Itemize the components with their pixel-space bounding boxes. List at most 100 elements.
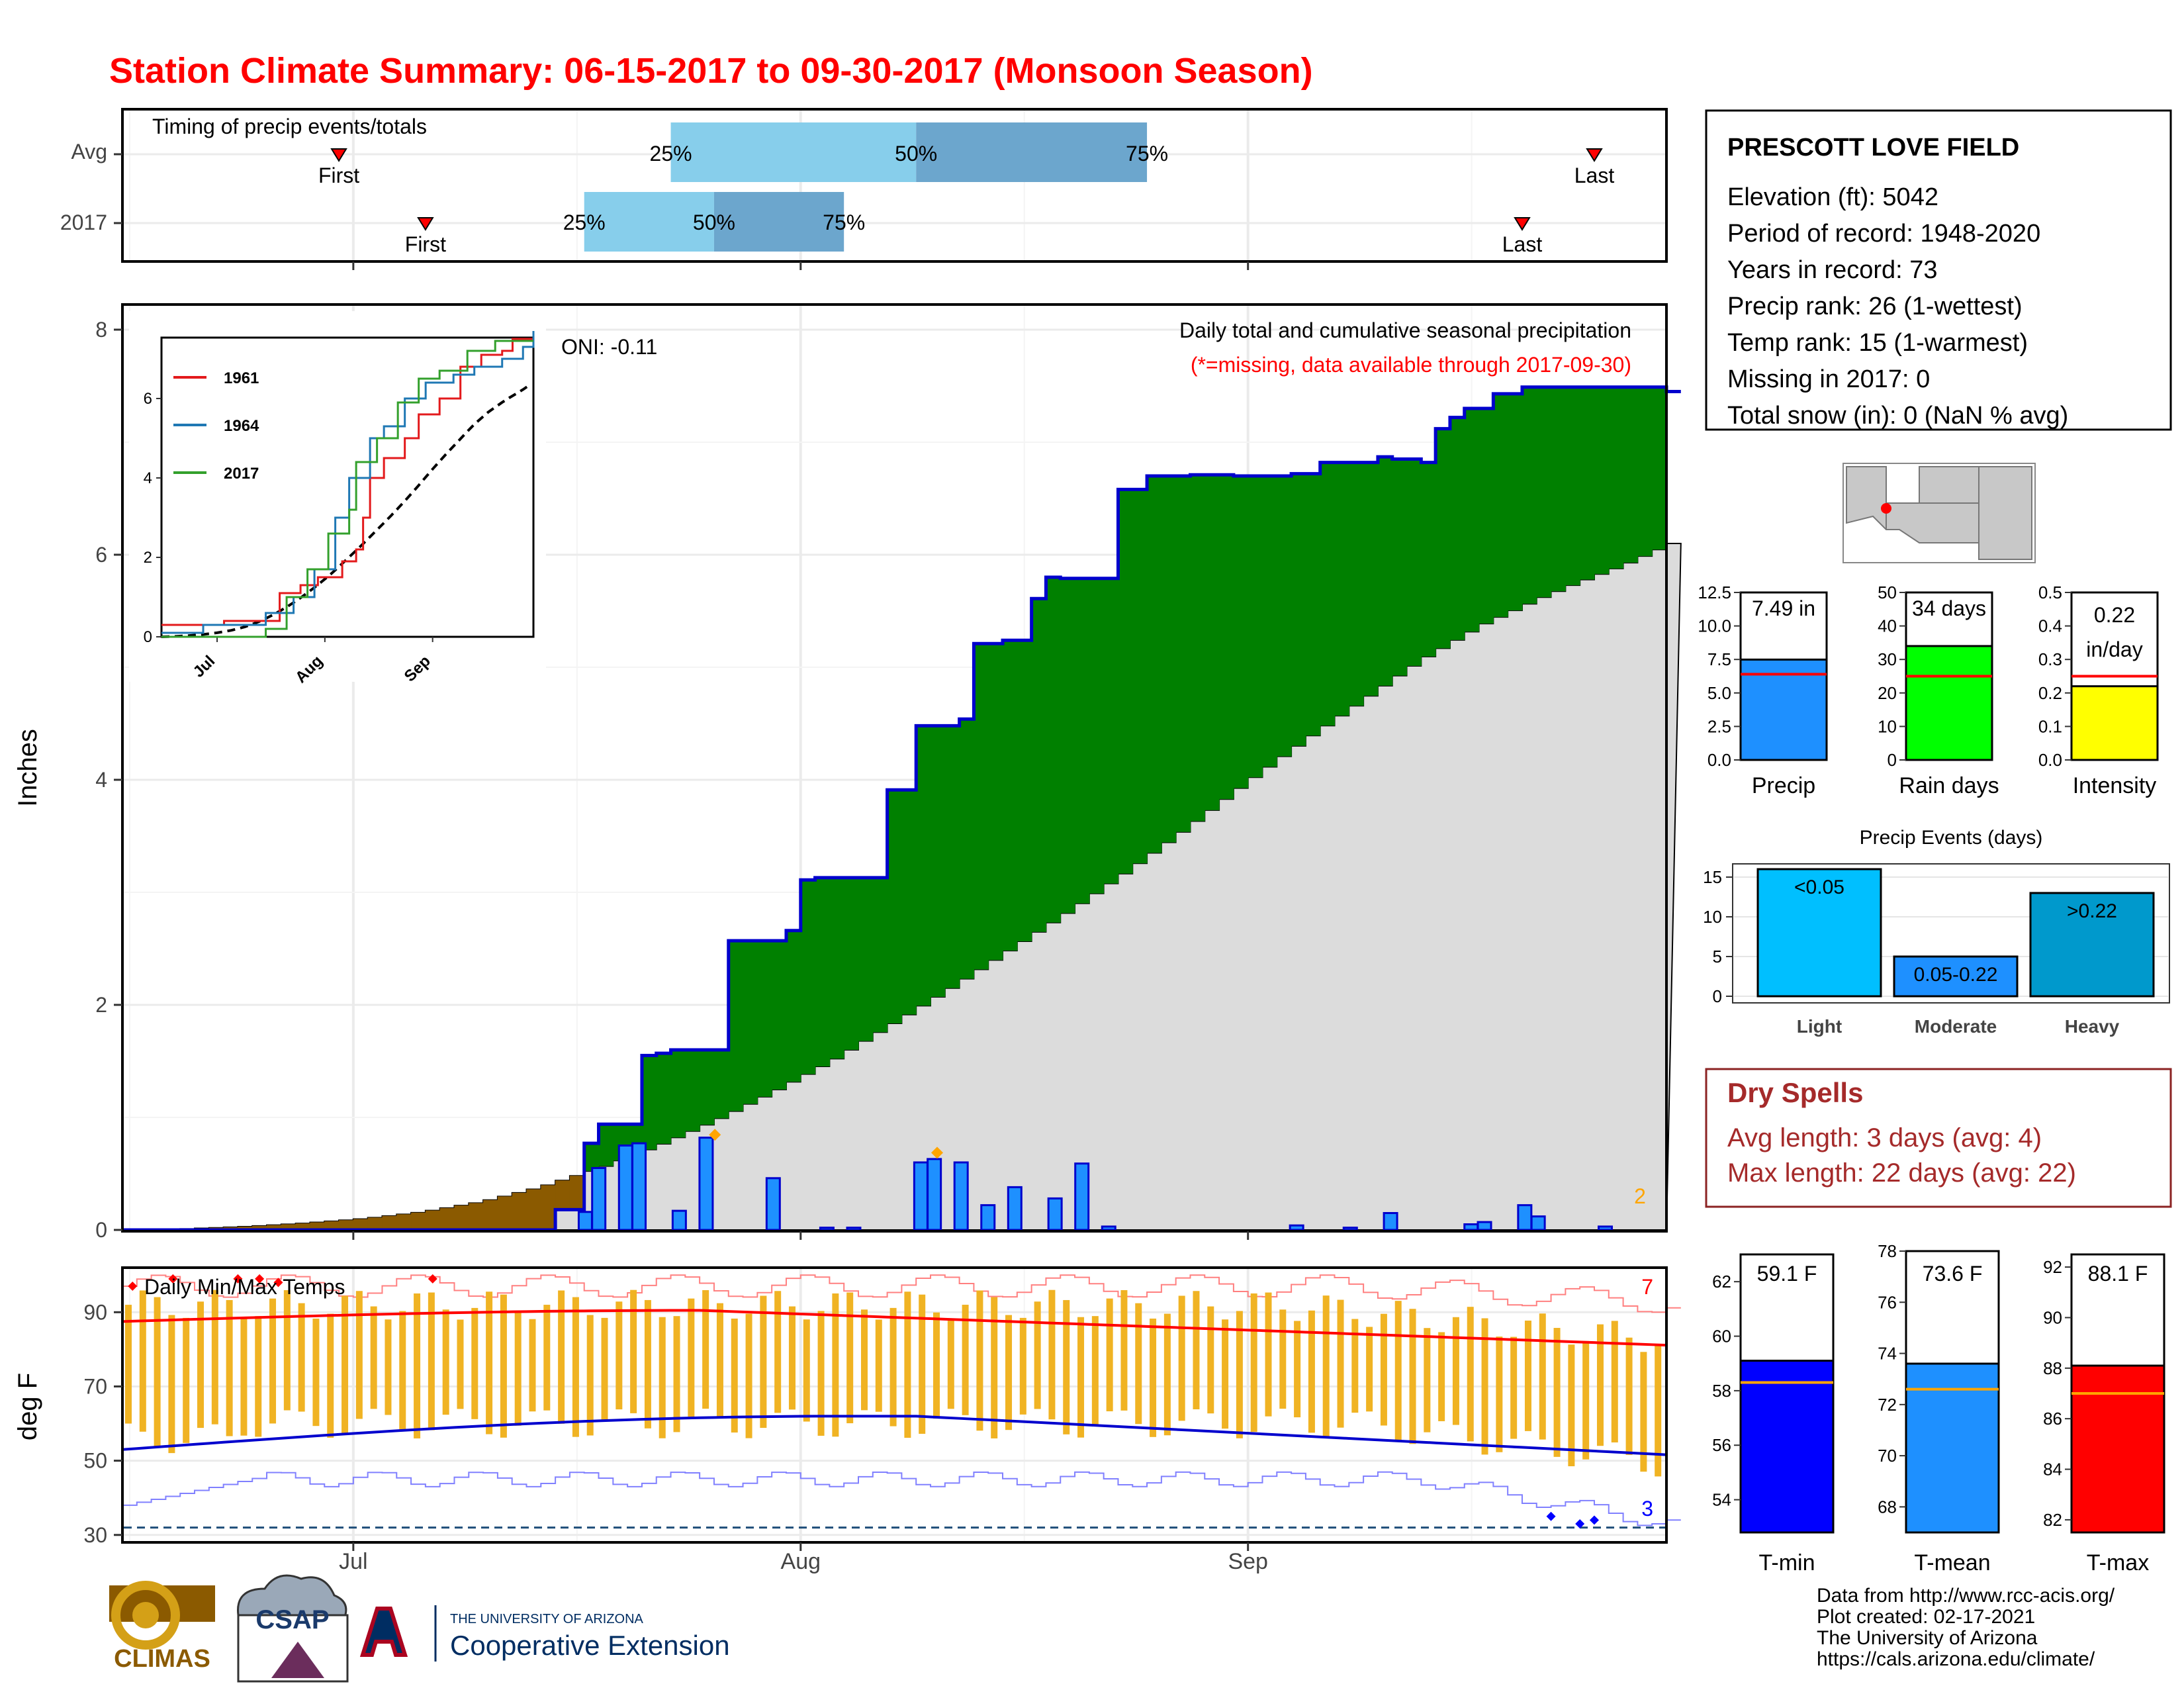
daily-precip-bar <box>1477 1221 1492 1231</box>
daily-temp-range-bar <box>889 1307 897 1427</box>
station-line-missing: Missing in 2017: 0 <box>1727 365 1930 393</box>
total-category-label: Precip <box>1752 773 1815 798</box>
cumulative-difference-fill <box>1060 578 1075 914</box>
cumulative-difference-fill <box>1608 387 1624 569</box>
daily-temp-range-bar <box>514 1312 522 1426</box>
daily-temp-range-bar <box>1005 1315 1013 1430</box>
daily-temp-range-bar <box>601 1317 608 1421</box>
temp-y-tick-label: 68 <box>1878 1497 1897 1517</box>
daily-temp-range-bar <box>1351 1319 1359 1413</box>
inset-y-tick-label: 4 <box>144 469 152 487</box>
temp-category-label: T-min <box>1759 1550 1815 1575</box>
cumulative-difference-fill <box>1031 598 1047 932</box>
precip-y-axis-label: Inches <box>13 729 42 807</box>
inset-y-tick-label: 0 <box>144 628 152 646</box>
cumulative-difference-fill <box>728 941 744 1111</box>
daily-temp-range-bar <box>341 1295 349 1434</box>
total-y-tick-label: 0.3 <box>2038 649 2062 669</box>
page-title: Station Climate Summary: 06-15-2017 to 0… <box>109 51 1313 91</box>
cumulative-difference-fill <box>1003 640 1018 951</box>
daily-precip-bar <box>591 1167 607 1231</box>
daily-temp-range-bar <box>1655 1344 1662 1477</box>
ua-logo-big-text: Cooperative Extension <box>450 1630 730 1661</box>
daily-temp-range-bar <box>1568 1344 1575 1467</box>
timing-box-25-50 <box>584 192 714 252</box>
temp-y-tick-label: 82 <box>2043 1510 2062 1530</box>
cumulative-difference-fill <box>944 726 960 988</box>
daily-temp-range-bar <box>976 1290 983 1431</box>
temp-y-tick-label: 84 <box>2043 1460 2062 1479</box>
total-value-bar <box>1905 645 1993 761</box>
temp-value-bar <box>1905 1362 2000 1534</box>
cumulative-difference-fill <box>1190 475 1205 821</box>
daily-temp-range-bar <box>442 1309 449 1415</box>
cumulative-difference-fill <box>1508 393 1523 611</box>
daily-temp-range-bar <box>1424 1328 1431 1432</box>
daily-temp-range-bar <box>457 1319 464 1409</box>
daily-temp-range-bar <box>1063 1299 1070 1434</box>
cumulative-difference-fill <box>1089 578 1105 894</box>
total-y-tick-label: 10.0 <box>1698 616 1731 636</box>
daily-temp-range-bar <box>255 1316 262 1437</box>
daily-temp-range-bar <box>211 1289 218 1425</box>
total-y-tick-label: 20 <box>1878 683 1897 703</box>
timing-row-avg-label: Avg <box>71 140 107 164</box>
timing-box-50-75 <box>916 122 1148 182</box>
cumulative-difference-fill <box>1305 473 1321 736</box>
daily-precip-bar <box>1074 1162 1090 1231</box>
timing-box-50-75 <box>713 192 844 252</box>
cumulative-difference-fill <box>1075 578 1090 904</box>
cumulative-difference-fill <box>252 1225 267 1230</box>
daily-temp-range-bar <box>1524 1320 1531 1431</box>
first-event-label: First <box>405 232 446 256</box>
x-axis-label: Sep <box>1228 1549 1268 1574</box>
timing-pct-50-label: 50% <box>693 211 735 234</box>
daily-temp-range-bar <box>1034 1301 1041 1409</box>
daily-precip-bar <box>1383 1212 1398 1231</box>
temp-chart-label: Daily Min/Max Temps <box>144 1275 345 1299</box>
dry-spells-box: Dry Spells Avg length: 3 days (avg: 4) M… <box>1705 1068 2172 1208</box>
total-value-bar <box>1739 658 1828 761</box>
cumulative-difference-fill <box>1103 578 1119 884</box>
cumulative-difference-fill <box>1262 476 1277 767</box>
total-y-tick-label: 0.1 <box>2038 716 2062 736</box>
record-high-marker <box>128 1282 138 1291</box>
cumulative-difference-fill <box>829 877 844 1059</box>
daily-temp-range-bar <box>1019 1317 1026 1415</box>
climas-logo-text: CLIMAS <box>114 1645 210 1673</box>
cumulative-difference-fill <box>1175 476 1191 832</box>
cumulative-difference-fill <box>1479 408 1494 624</box>
events-category-label: Light <box>1797 1016 1842 1037</box>
date-x-axis: Jul Aug Sep <box>339 261 1268 1574</box>
daily-temp-range-bar <box>1366 1327 1373 1412</box>
events-y-tick-label: 0 <box>1713 986 1722 1006</box>
daily-temp-range-bar <box>529 1319 536 1412</box>
inset-average-line <box>161 383 531 638</box>
last-event-label: Last <box>1574 164 1615 187</box>
daily-temp-range-bar <box>788 1306 796 1410</box>
events-bar-1 <box>1893 955 2019 998</box>
station-line-precip-rank: Precip rank: 26 (1-wettest) <box>1727 293 2023 320</box>
cumulative-difference-fill <box>382 1215 397 1230</box>
temp-category-label: T-max <box>2087 1550 2149 1575</box>
precip-events-title: Precip Events (days) <box>1860 827 2043 849</box>
ua-logo-small-text: THE UNIVERSITY OF ARIZONA <box>450 1612 644 1626</box>
cumulative-difference-fill <box>815 877 830 1067</box>
total-category-label: Rain days <box>1899 773 1999 798</box>
cumulative-difference-fill <box>1623 387 1638 563</box>
cumulative-difference-fill <box>1551 387 1566 592</box>
cumulative-difference-fill <box>786 930 801 1082</box>
daily-temp-range-bar <box>1193 1291 1200 1409</box>
daily-precip-bar <box>846 1227 862 1231</box>
temp-y-tick-label: 86 <box>2043 1409 2062 1429</box>
daily-precip-bar <box>1530 1215 1546 1231</box>
temp-y-tick-label: 92 <box>2043 1257 2062 1277</box>
cumulative-difference-fill <box>411 1212 426 1230</box>
daily-temp-range-bar <box>1582 1340 1590 1460</box>
cumulative-difference-fill <box>512 1192 527 1230</box>
cumulative-difference-fill <box>1464 408 1480 632</box>
footer-credits: Data from http://www.rcc-acis.org/ Plot … <box>1817 1585 2115 1670</box>
record-high-line <box>122 1274 1681 1313</box>
daily-temp-range-bar <box>774 1291 782 1413</box>
